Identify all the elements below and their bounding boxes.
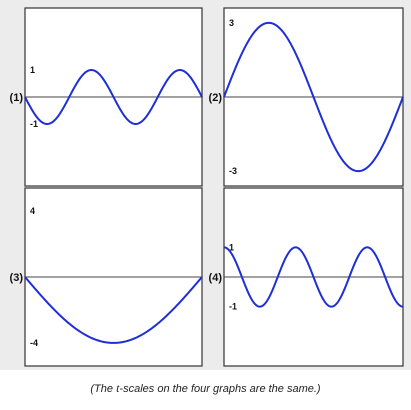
caption-variable: t [116, 381, 120, 395]
y-tick-label-3-2: -4 [30, 338, 38, 348]
y-tick-label-2-2: -3 [229, 166, 237, 176]
y-tick-label-4-2: -1 [229, 302, 237, 312]
graph-label-2: (2) [209, 92, 223, 104]
y-tick-label-1-2: -1 [30, 119, 38, 129]
graph-label-4: (4) [209, 272, 223, 284]
graph-label-3: (3) [10, 272, 24, 284]
caption: (The t-scales on the four graphs are the… [0, 381, 411, 396]
curve-2 [223, 21, 404, 173]
graph-label-1: (1) [10, 92, 24, 104]
graphs-svg: (1) 1 -1 (2) 3 -3 (3) 4 -4 (4) 1 -1 [10, 7, 404, 367]
y-tick-label-1-1: 1 [30, 65, 35, 75]
y-tick-label-3-1: 4 [30, 206, 35, 216]
curve-1 [24, 69, 203, 125]
curve-4 [223, 246, 404, 308]
caption-before: (The [90, 383, 117, 395]
y-tick-label-2-1: 3 [229, 18, 234, 28]
caption-after: -scales on the four graphs are the same.… [119, 383, 321, 395]
curve-3 [24, 276, 203, 344]
y-tick-label-4-1: 1 [229, 242, 234, 252]
